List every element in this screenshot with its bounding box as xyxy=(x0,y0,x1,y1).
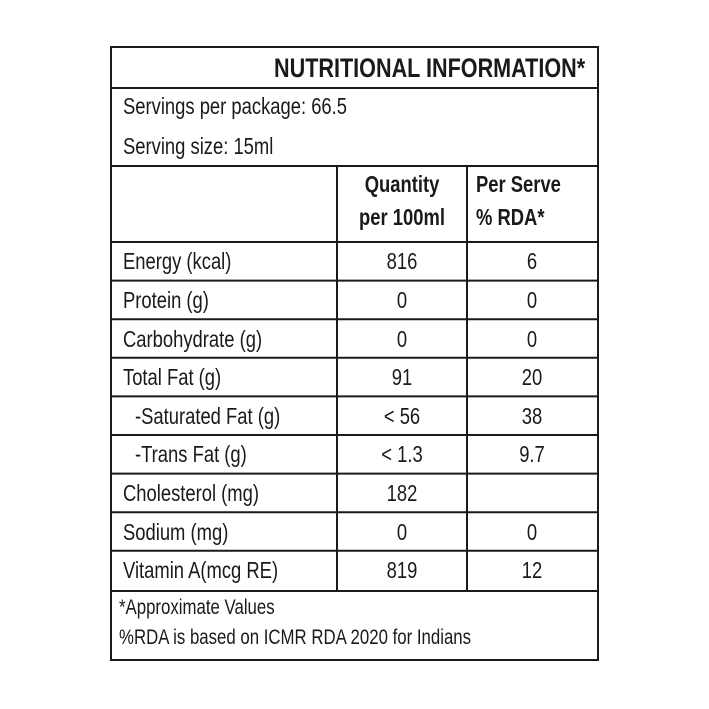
footnote: %RDA is based on ICMR RDA 2020 for India… xyxy=(119,626,472,649)
quantity: 0 xyxy=(396,286,408,313)
quantity: 182 xyxy=(386,479,418,506)
title: NUTRITIONAL INFORMATION* xyxy=(274,53,586,83)
row-label: Vitamin A(mcg RE) xyxy=(123,557,279,584)
header: Quantity xyxy=(364,171,440,197)
quantity: < 1.3 xyxy=(381,441,423,468)
quantity: < 56 xyxy=(383,402,421,429)
rda: 9.7 xyxy=(519,441,545,468)
header: per 100ml xyxy=(359,204,445,230)
servings: Servings per package: 66.5 xyxy=(123,93,348,119)
quantity: 91 xyxy=(391,364,413,391)
rda: 0 xyxy=(526,518,538,545)
rda: 20 xyxy=(521,364,543,391)
header: % RDA* xyxy=(476,204,545,230)
quantity: 816 xyxy=(386,248,418,275)
serving-size: Serving size: 15ml xyxy=(123,133,274,159)
rda: 38 xyxy=(521,402,543,429)
row-label: Cholesterol (mg) xyxy=(123,479,259,506)
row-label: Total Fat (g) xyxy=(123,364,222,391)
rda: 12 xyxy=(521,557,543,584)
row-label: Energy (kcal) xyxy=(123,248,232,275)
rda: 0 xyxy=(526,286,538,313)
row-label: Sodium (mg) xyxy=(123,518,229,545)
header: Per Serve xyxy=(476,171,561,197)
rda: 6 xyxy=(526,248,538,275)
quantity: 819 xyxy=(386,557,418,584)
footnote: *Approximate Values xyxy=(119,596,275,619)
row-label: -Saturated Fat (g) xyxy=(135,402,281,429)
row-label: -Trans Fat (g) xyxy=(135,441,247,468)
row-label: Carbohydrate (g) xyxy=(123,325,263,352)
row-label: Protein (g) xyxy=(123,286,209,313)
rda: 0 xyxy=(526,325,538,352)
quantity: 0 xyxy=(396,518,408,545)
quantity: 0 xyxy=(396,325,408,352)
